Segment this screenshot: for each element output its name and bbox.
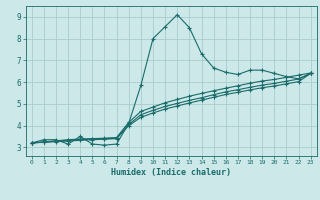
X-axis label: Humidex (Indice chaleur): Humidex (Indice chaleur) [111, 168, 231, 177]
